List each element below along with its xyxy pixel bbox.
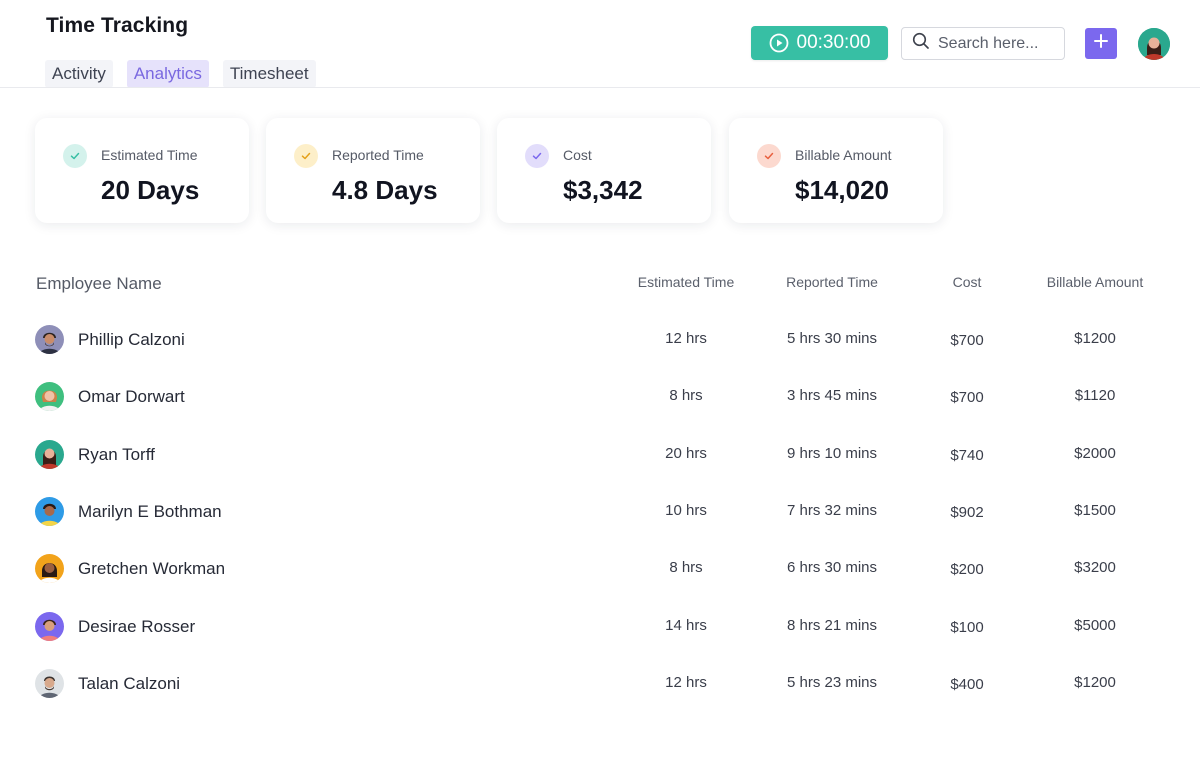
page-title: Time Tracking [46,14,189,37]
check-icon [525,144,549,168]
employee-name: Gretchen Workman [78,559,226,578]
search-input[interactable] [938,34,1056,53]
avatar [35,669,64,698]
column-header-cost[interactable]: Cost [952,274,982,290]
reported-time-cell: 8 hrs 21 mins [786,617,878,634]
timer-value: 00:30:00 [796,32,871,53]
avatar [35,325,64,354]
billable-amount-cell: $1500 [1074,502,1116,519]
table-row[interactable]: Desirae Rosser 14 hrs 8 hrs 21 mins $100… [0,607,1200,647]
cost-cell: $400 [950,676,984,693]
estimated-time-cell: 12 hrs [665,330,707,347]
stat-value: 4.8 Days [332,175,438,205]
check-icon [757,144,781,168]
stat-label: Reported Time [332,147,424,163]
header-divider [0,87,1200,88]
add-button[interactable] [1085,28,1117,59]
stat-label: Billable Amount [795,147,892,163]
billable-amount-cell: $5000 [1074,617,1116,634]
reported-time-cell: 9 hrs 10 mins [786,445,878,462]
stat-value: $14,020 [795,175,889,205]
search-icon [912,32,930,55]
stat-card-reported-time: Reported Time 4.8 Days [266,118,480,223]
column-header-employee-name[interactable]: Employee Name [36,274,162,293]
stat-value: 20 Days [101,175,200,205]
employee-name: Desirae Rosser [78,617,196,636]
estimated-time-cell: 12 hrs [665,674,707,691]
table-row[interactable]: Talan Calzoni 12 hrs 5 hrs 23 mins $400 … [0,664,1200,704]
estimated-time-cell: 10 hrs [665,502,707,519]
cost-cell: $740 [950,447,984,464]
billable-amount-cell: $1200 [1074,674,1116,691]
table-row[interactable]: Phillip Calzoni 12 hrs 5 hrs 30 mins $70… [0,320,1200,360]
avatar [35,440,64,469]
stat-value: $3,342 [563,175,643,205]
reported-time-cell: 7 hrs 32 mins [786,502,878,519]
reported-time-cell: 6 hrs 30 mins [786,559,878,576]
cost-cell: $200 [950,561,984,578]
tab-activity[interactable]: Activity [45,60,113,88]
check-icon [63,144,87,168]
reported-time-cell: 5 hrs 30 mins [786,330,878,347]
billable-amount-cell: $1120 [1074,387,1116,404]
cost-cell: $700 [950,332,984,349]
avatar [35,612,64,641]
employee-name: Ryan Torff [78,445,155,464]
stat-card-estimated-time: Estimated Time 20 Days [35,118,249,223]
stat-label: Estimated Time [101,147,198,163]
column-header-reported-time[interactable]: Reported Time [786,274,878,290]
reported-time-cell: 5 hrs 23 mins [786,674,878,691]
check-icon [294,144,318,168]
reported-time-cell: 3 hrs 45 mins [786,387,878,404]
cost-cell: $700 [950,389,984,406]
estimated-time-cell: 20 hrs [665,445,707,462]
billable-amount-cell: $1200 [1074,330,1116,347]
estimated-time-cell: 14 hrs [665,617,707,634]
billable-amount-cell: $3200 [1074,559,1116,576]
employee-name: Omar Dorwart [78,387,185,406]
avatar [35,554,64,583]
plus-icon [1093,33,1109,54]
stat-card-cost: Cost $3,342 [497,118,711,223]
stat-label: Cost [563,147,592,163]
table-row[interactable]: Gretchen Workman 8 hrs 6 hrs 30 mins $20… [0,549,1200,589]
cost-cell: $902 [950,504,984,521]
tab-analytics[interactable]: Analytics [126,60,209,88]
timer-button[interactable]: 00:30:00 [751,26,888,60]
search-box[interactable] [901,27,1065,60]
table-row[interactable]: Omar Dorwart 8 hrs 3 hrs 45 mins $700 $1… [0,377,1200,417]
tab-timesheet[interactable]: Timesheet [222,60,316,88]
avatar [35,382,64,411]
cost-cell: $100 [950,619,984,636]
table-row[interactable]: Marilyn E Bothman 10 hrs 7 hrs 32 mins $… [0,492,1200,532]
employee-name: Talan Calzoni [78,674,181,693]
table-row[interactable]: Ryan Torff 20 hrs 9 hrs 10 mins $740 $20… [0,435,1200,475]
tab-bar: Activity Analytics Timesheet [45,60,316,88]
employee-name: Marilyn E Bothman [78,502,222,521]
stat-card-billable-amount: Billable Amount $14,020 [729,118,943,223]
play-circle-icon [769,33,789,53]
column-header-estimated-time[interactable]: Estimated Time [637,274,735,290]
billable-amount-cell: $2000 [1074,445,1116,462]
user-avatar[interactable] [1138,28,1170,60]
estimated-time-cell: 8 hrs [669,559,703,576]
column-header-billable-amount[interactable]: Billable Amount [1046,274,1144,290]
employee-name: Phillip Calzoni [78,330,185,349]
avatar [35,497,64,526]
estimated-time-cell: 8 hrs [669,387,703,404]
